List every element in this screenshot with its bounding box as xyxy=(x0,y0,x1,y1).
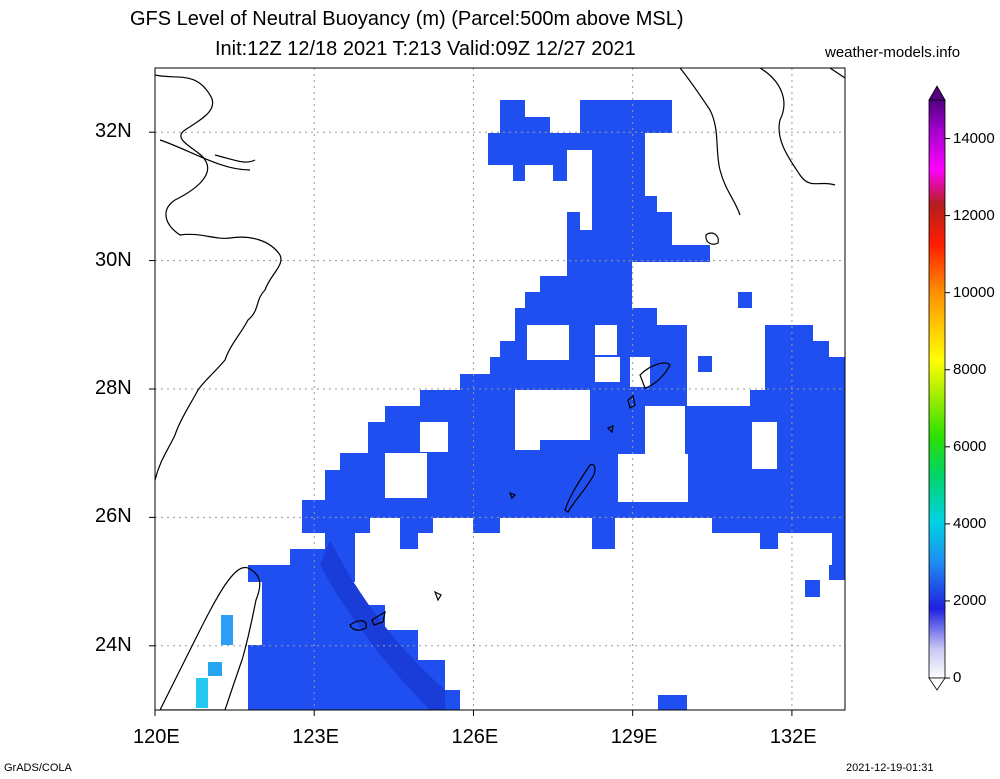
colorbar-label: 0 xyxy=(953,669,962,686)
field-gap xyxy=(595,325,617,355)
buoyancy-band xyxy=(320,540,445,710)
colorbar-bottom-arrow xyxy=(928,677,946,691)
field-gap xyxy=(632,262,712,307)
grid-lines xyxy=(155,68,845,710)
buoyancy-patch xyxy=(208,662,222,676)
footer-right: 2021-12-19-01:31 xyxy=(846,762,934,774)
coast-taiwan xyxy=(159,566,261,710)
buoyancy-field xyxy=(196,100,845,710)
lat-tick-label: 28N xyxy=(95,377,132,399)
buoyancy-region xyxy=(738,292,752,308)
buoyancy-region xyxy=(698,356,712,372)
lon-tick-label: 129E xyxy=(610,726,658,748)
buoyancy-region xyxy=(805,580,820,597)
footer-left: GrADS/COLA xyxy=(4,762,72,774)
coastlines xyxy=(155,68,845,710)
colorbar-label: 2000 xyxy=(953,591,987,609)
buoyancy-patch xyxy=(196,678,208,708)
title-line-1: GFS Level of Neutral Buoyancy (m) (Parce… xyxy=(130,8,684,30)
lon-tick-label: 126E xyxy=(451,726,499,748)
colorbar xyxy=(928,85,950,691)
buoyancy-region xyxy=(658,695,687,710)
lon-tick-label: 132E xyxy=(769,726,817,748)
coast-china xyxy=(155,74,282,481)
coast-senkaku xyxy=(433,491,517,602)
colorbar-label: 14000 xyxy=(953,129,995,147)
colorbar-label: 10000 xyxy=(953,283,995,301)
field-gap xyxy=(630,357,650,387)
map-ticks xyxy=(149,131,793,716)
colorbar-top-arrow xyxy=(928,85,946,101)
field-gap xyxy=(618,454,688,502)
field-gap xyxy=(645,406,685,454)
field-gap xyxy=(595,357,620,382)
field-gap xyxy=(420,422,448,452)
colorbar-bar xyxy=(928,99,946,679)
source-label: weather-models.info xyxy=(825,44,961,61)
coast-okinawa xyxy=(564,463,596,513)
lat-tick-label: 26N xyxy=(95,505,132,528)
field-gap xyxy=(527,325,569,360)
lat-tick-label: 32N xyxy=(95,120,132,143)
colorbar-label: 6000 xyxy=(953,437,987,455)
field-gap xyxy=(385,453,427,498)
title-line-2: Init:12Z 12/18 2021 T:213 Valid:09Z 12/2… xyxy=(215,38,636,60)
field-gap xyxy=(540,390,590,440)
lon-tick-label: 120E xyxy=(133,726,180,748)
lat-tick-label: 30N xyxy=(95,248,132,271)
coast-yakushima xyxy=(705,232,719,245)
coast-miyako xyxy=(349,610,386,631)
colorbar-label: 12000 xyxy=(953,206,995,224)
coast-kyushu xyxy=(679,68,845,216)
field-gap xyxy=(752,422,777,469)
buoyancy-patch xyxy=(221,615,233,645)
coast-yangtze xyxy=(159,139,256,171)
lat-tick-label: 24N xyxy=(95,633,132,656)
field-gap xyxy=(515,390,540,450)
colorbar-label: 8000 xyxy=(953,360,987,378)
coast-tokunoshima xyxy=(606,394,636,434)
colorbar-label: 4000 xyxy=(953,514,987,532)
coast-amami xyxy=(639,362,671,389)
lon-tick-label: 123E xyxy=(292,726,339,748)
